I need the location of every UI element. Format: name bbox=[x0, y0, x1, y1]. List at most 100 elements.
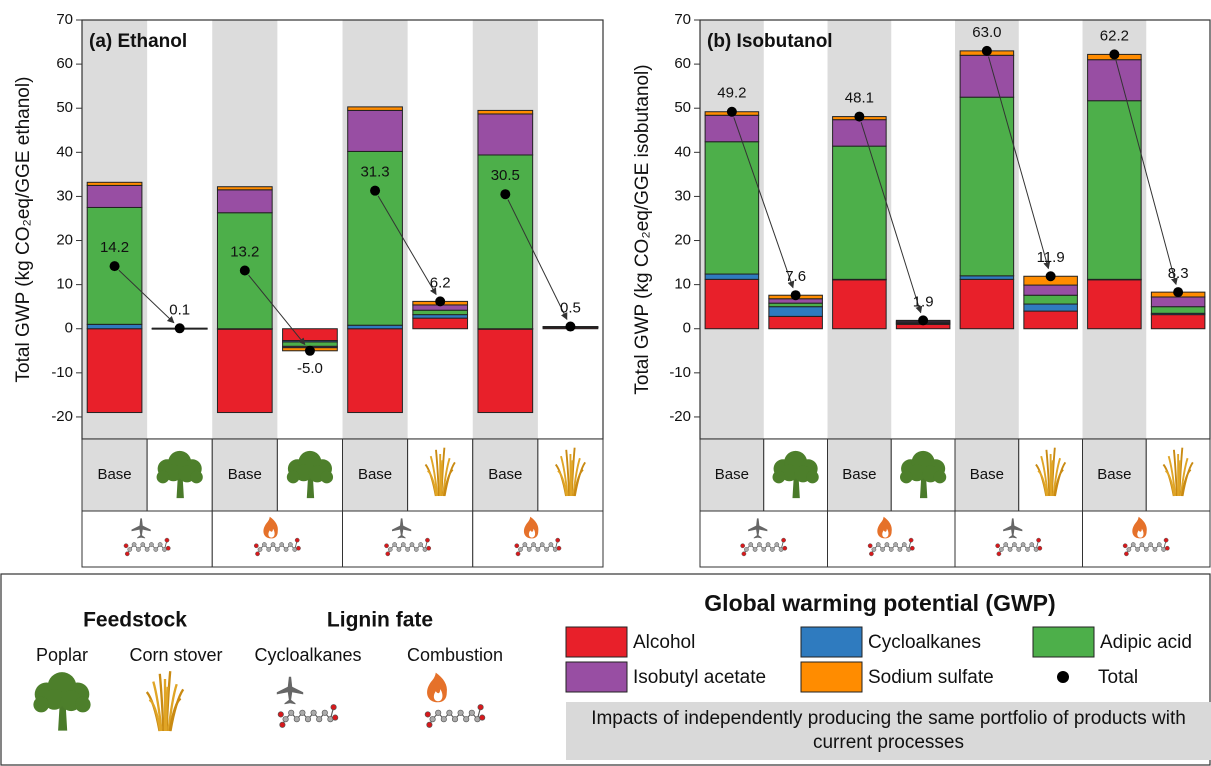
oxygen bbox=[515, 551, 521, 557]
atom bbox=[310, 709, 317, 716]
total-marker bbox=[500, 189, 511, 200]
combustion-icon bbox=[877, 516, 892, 539]
x-tick-label: Base bbox=[842, 466, 876, 483]
atom bbox=[765, 542, 771, 547]
stalk bbox=[565, 449, 571, 497]
atom bbox=[888, 547, 894, 552]
stalk bbox=[443, 468, 454, 497]
atom bbox=[435, 709, 442, 716]
x-tick-label: Base bbox=[358, 466, 392, 483]
legend-note: Impacts of independently producing the s… bbox=[566, 702, 1211, 760]
x-tick-label: Base bbox=[97, 466, 131, 483]
stalk bbox=[570, 460, 574, 497]
atom bbox=[752, 547, 758, 552]
atom bbox=[457, 709, 464, 716]
bar-segment bbox=[347, 328, 403, 414]
y-tick-label: 0 bbox=[683, 320, 691, 337]
legend-label: Sodium sulfate bbox=[868, 667, 994, 688]
canopy bbox=[286, 470, 300, 484]
atom bbox=[282, 716, 289, 723]
bar-segment bbox=[477, 113, 534, 156]
bar-segment bbox=[832, 119, 887, 147]
atom bbox=[405, 547, 410, 552]
case-cell bbox=[954, 438, 1020, 512]
bar-segment bbox=[347, 106, 403, 111]
atom bbox=[400, 542, 406, 547]
atom bbox=[1130, 542, 1136, 547]
plane bbox=[131, 518, 151, 539]
oxygen bbox=[294, 537, 300, 543]
legend-swatch bbox=[1032, 626, 1095, 658]
canopy bbox=[33, 696, 49, 713]
y-tick-label: 60 bbox=[56, 55, 73, 72]
atom bbox=[1148, 542, 1153, 547]
y-tick-label: -10 bbox=[669, 364, 691, 381]
y-tick-label: 40 bbox=[56, 143, 73, 160]
atom bbox=[518, 547, 523, 552]
fate-cell bbox=[81, 510, 213, 568]
case-cell bbox=[472, 438, 539, 512]
stalk bbox=[573, 468, 584, 497]
atom bbox=[1025, 547, 1030, 552]
atom bbox=[1143, 547, 1149, 552]
legend-label: Alcohol bbox=[633, 632, 695, 653]
cycloalkanes-icon bbox=[131, 518, 151, 539]
total-label: -5.0 bbox=[297, 360, 323, 377]
oxygen bbox=[1036, 537, 1041, 543]
legend-swatch bbox=[800, 661, 863, 693]
molecule-icon bbox=[995, 537, 1043, 557]
plane bbox=[276, 676, 304, 705]
arrow bbox=[507, 199, 568, 320]
poplar-icon bbox=[772, 450, 819, 499]
oxygen bbox=[556, 545, 562, 551]
legend-label: Cycloalkanes bbox=[868, 632, 981, 653]
atom bbox=[288, 709, 295, 716]
atom bbox=[526, 547, 532, 552]
total-label: 48.1 bbox=[845, 90, 874, 107]
atom bbox=[774, 542, 780, 547]
oxygen bbox=[740, 543, 746, 549]
molecule-icon bbox=[253, 537, 301, 557]
atom bbox=[127, 547, 133, 552]
stalk bbox=[572, 457, 581, 497]
bar-segment bbox=[216, 186, 273, 191]
atom bbox=[744, 547, 749, 552]
oxygen bbox=[332, 714, 339, 721]
oxygen bbox=[124, 551, 130, 557]
y-tick-label: 10 bbox=[674, 276, 691, 293]
corn-stover-icon bbox=[424, 447, 456, 497]
atom bbox=[144, 547, 150, 552]
oxygen bbox=[996, 551, 1002, 557]
bar-segment bbox=[1087, 100, 1142, 280]
legend-label: Adipic acid bbox=[1100, 632, 1192, 653]
molecule-icon bbox=[123, 537, 171, 557]
stalk bbox=[158, 673, 165, 732]
atom bbox=[451, 716, 459, 723]
atom bbox=[288, 542, 293, 547]
arrow bbox=[860, 122, 923, 314]
atom bbox=[257, 547, 263, 552]
x-tick-label: Base bbox=[970, 466, 1004, 483]
bar-segment bbox=[768, 315, 823, 330]
oxygen bbox=[426, 721, 433, 728]
atom bbox=[446, 709, 453, 716]
x-tick-label: Base bbox=[1097, 466, 1131, 483]
oxygen bbox=[330, 704, 337, 711]
bar-segment bbox=[959, 278, 1015, 330]
bar-segment bbox=[282, 328, 338, 342]
atom bbox=[387, 547, 393, 552]
total-marker bbox=[790, 290, 801, 301]
bar-segment bbox=[347, 324, 403, 330]
oxygen bbox=[279, 721, 286, 728]
bar-segment bbox=[216, 328, 273, 414]
atom bbox=[153, 547, 159, 552]
atom bbox=[893, 542, 898, 547]
total-label: 6.2 bbox=[430, 274, 451, 291]
arrow bbox=[118, 269, 175, 324]
stalk bbox=[1040, 455, 1049, 497]
legend-heading: Global warming potential (GWP) bbox=[704, 590, 1055, 616]
x-tick-label: Base bbox=[228, 466, 262, 483]
legend-frame bbox=[0, 573, 1211, 766]
oxygen bbox=[741, 551, 747, 557]
case-cell bbox=[211, 438, 278, 512]
